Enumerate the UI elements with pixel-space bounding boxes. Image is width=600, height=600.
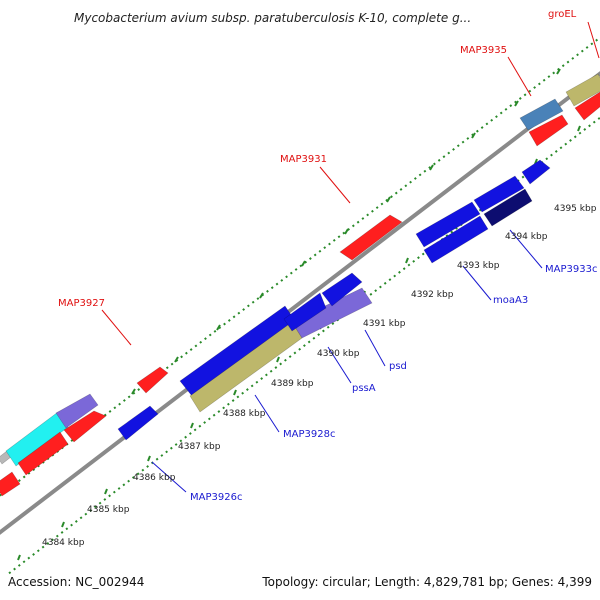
outer-tick bbox=[556, 68, 561, 75]
callout-moaa3 bbox=[462, 265, 492, 301]
callout-map3933c bbox=[509, 229, 543, 269]
genome-backbone bbox=[0, 71, 600, 535]
inner-tick bbox=[17, 554, 21, 561]
outer-tick bbox=[514, 100, 519, 107]
tick-label: 4384 kbp bbox=[42, 538, 85, 548]
gene-arrow-blue-c[interactable] bbox=[415, 201, 481, 248]
callout-psd bbox=[364, 329, 386, 367]
gene-arrow-red-e[interactable] bbox=[528, 114, 569, 147]
gene-label-map3926c[interactable]: MAP3926c bbox=[190, 492, 242, 503]
kbp-tick-labels: 4384 kbp 4385 kbp 4386 kbp 4387 kbp 4388… bbox=[42, 204, 597, 548]
outer-tick bbox=[471, 132, 476, 139]
gene-arrow-blue-moaa3[interactable] bbox=[423, 215, 489, 264]
inner-tick bbox=[61, 521, 65, 528]
inner-tick bbox=[147, 455, 151, 462]
tick-label: 4389 kbp bbox=[271, 379, 314, 389]
gene-label-groel[interactable]: groEL bbox=[548, 9, 577, 20]
outer-tick bbox=[344, 228, 349, 235]
outer-tick bbox=[131, 388, 136, 395]
gene-arrow-blue-map3926c[interactable] bbox=[117, 405, 159, 441]
inner-dotted-ruler bbox=[5, 116, 600, 575]
gene-label-map3931[interactable]: MAP3931 bbox=[280, 154, 327, 165]
feature-track bbox=[0, 73, 600, 497]
inner-tick bbox=[276, 356, 280, 363]
tick-label: 4390 kbp bbox=[317, 349, 360, 359]
outer-tick bbox=[301, 260, 306, 267]
tick-label: 4387 kbp bbox=[178, 442, 221, 452]
gene-arrow-red-c[interactable] bbox=[63, 410, 107, 443]
inner-tick bbox=[190, 422, 194, 429]
inner-tick bbox=[405, 257, 409, 264]
gene-label-moaa3[interactable]: moaA3 bbox=[493, 295, 528, 306]
tick-label: 4395 kbp bbox=[554, 204, 597, 214]
gene-arrow-red-d[interactable] bbox=[136, 366, 169, 394]
tick-label: 4385 kbp bbox=[87, 505, 130, 515]
tick-label: 4392 kbp bbox=[411, 290, 454, 300]
gene-arrow-red-b[interactable] bbox=[17, 431, 69, 476]
gene-label-map3928c[interactable]: MAP3928c bbox=[283, 429, 335, 440]
outer-tick bbox=[216, 324, 221, 331]
gene-arrow-blue-pssa[interactable] bbox=[283, 292, 327, 332]
outer-dotted-ruler bbox=[0, 36, 600, 497]
gene-arrow-steel-map3935[interactable] bbox=[519, 98, 564, 131]
callout-map3928c bbox=[254, 394, 280, 433]
inner-tick bbox=[104, 488, 108, 495]
gene-label-map3927[interactable]: MAP3927 bbox=[58, 298, 105, 309]
gene-arrow-khaki-groel[interactable] bbox=[565, 73, 600, 107]
tick-label: 4388 kbp bbox=[223, 409, 266, 419]
outer-tick bbox=[386, 196, 391, 203]
gene-arrow-red-map3931[interactable] bbox=[339, 214, 403, 261]
gene-label-psd[interactable]: psd bbox=[389, 361, 407, 372]
callout-map3931 bbox=[319, 166, 351, 204]
gene-arrow-red-a[interactable] bbox=[0, 471, 21, 497]
gene-arrow-blue-e[interactable] bbox=[521, 159, 551, 185]
gene-arrow-blue-b[interactable] bbox=[321, 272, 363, 307]
gene-arrow-slate[interactable] bbox=[55, 393, 99, 429]
callout-map3927 bbox=[101, 309, 132, 346]
inner-tick bbox=[233, 389, 237, 396]
outer-tick bbox=[259, 292, 264, 299]
tick-label: 4393 kbp bbox=[457, 261, 500, 271]
callout-map3935 bbox=[507, 56, 532, 97]
gene-arrow-cyan[interactable] bbox=[5, 411, 69, 467]
callout-map3926c bbox=[151, 461, 187, 493]
gene-arrow-blue-d[interactable] bbox=[473, 175, 525, 213]
map-title: Mycobacterium avium subsp. paratuberculo… bbox=[74, 11, 471, 25]
callout-pssa bbox=[327, 346, 352, 384]
tick-label: 4391 kbp bbox=[363, 319, 406, 329]
accession-text: Accession: NC_002944 bbox=[8, 575, 144, 589]
gene-arrow-navy-map3933c[interactable] bbox=[483, 188, 533, 227]
outer-tick bbox=[429, 164, 434, 171]
inner-tick bbox=[577, 125, 581, 132]
gene-label-map3933c[interactable]: MAP3933c bbox=[545, 264, 597, 275]
label-callouts bbox=[101, 21, 600, 493]
genome-summary-text: Topology: circular; Length: 4,829,781 bp… bbox=[261, 575, 592, 589]
gene-arrow-red-f[interactable] bbox=[574, 91, 600, 121]
gene-labels: MAP3927 MAP3931 MAP3935 groEL MAP3926c M… bbox=[58, 9, 597, 503]
tick-label: 4386 kbp bbox=[133, 473, 176, 483]
gene-label-map3935[interactable]: MAP3935 bbox=[460, 45, 507, 56]
tick-label: 4394 kbp bbox=[505, 232, 548, 242]
gene-label-pssa[interactable]: pssA bbox=[352, 383, 376, 394]
outer-tick bbox=[174, 356, 179, 363]
callout-groel bbox=[587, 21, 600, 59]
